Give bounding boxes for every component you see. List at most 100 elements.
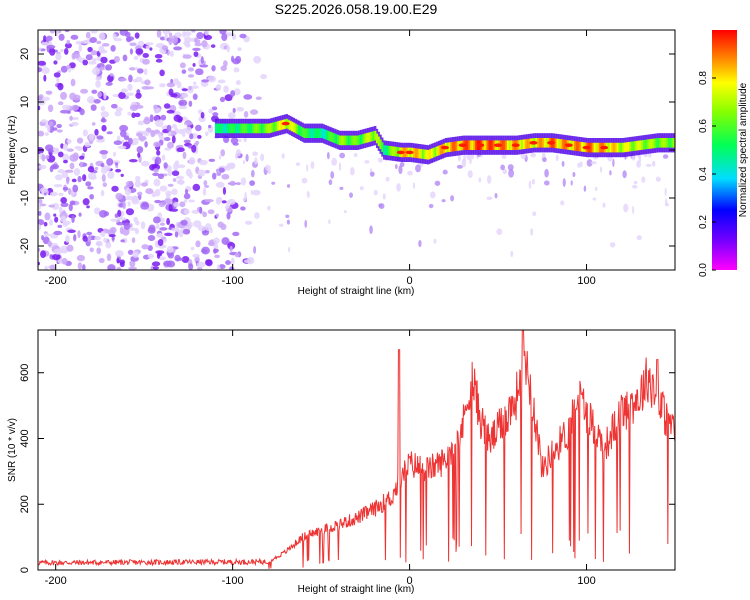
noise-blob [441, 199, 446, 203]
noise-blob [149, 47, 153, 51]
noise-blob [49, 218, 53, 226]
noise-blob [58, 192, 64, 197]
noise-blob [127, 83, 133, 91]
noise-blob [53, 72, 61, 78]
track-core-cell [328, 131, 331, 141]
noise-blob [353, 153, 358, 158]
noise-blob [144, 141, 148, 148]
noise-blob [128, 159, 138, 163]
track-core-cell [262, 123, 265, 134]
track-core-cell [575, 141, 579, 151]
noise-blob [264, 164, 271, 171]
noise-blob [137, 191, 143, 196]
track-core-cell [579, 141, 582, 152]
noise-blob [178, 105, 188, 110]
noise-blob [45, 90, 53, 95]
noise-blob [528, 180, 532, 190]
noise-blob [164, 198, 173, 204]
noise-blob [172, 111, 181, 116]
noise-blob [62, 143, 68, 151]
noise-blob [52, 127, 58, 131]
noise-blob [215, 213, 220, 218]
noise-blob [43, 74, 47, 82]
track-core-cell [321, 128, 324, 138]
noise-blob [199, 64, 209, 68]
noise-blob [135, 92, 142, 99]
noise-blob [213, 243, 219, 250]
noise-blob [115, 168, 122, 173]
noise-blob [137, 152, 141, 158]
noise-blob [135, 220, 140, 226]
noise-blob [64, 42, 72, 49]
noise-blob [87, 186, 94, 190]
noise-blob [159, 217, 165, 223]
track-core-cell [669, 138, 672, 148]
track-core-cell [384, 145, 388, 156]
track-core-cell [475, 140, 478, 150]
noise-blob [286, 219, 291, 225]
noise-blob [141, 182, 148, 187]
noise-blob [240, 177, 247, 186]
noise-blob [66, 244, 74, 252]
noise-blob [41, 96, 50, 102]
track-hotspot [396, 150, 405, 155]
colorbar-ticks: 0.0 0.2 0.4 0.6 0.8 [698, 71, 716, 277]
noise-blob [151, 261, 161, 267]
noise-blob [55, 53, 62, 61]
noise-blob [202, 230, 207, 234]
noise-blob [125, 36, 135, 41]
noise-blob [219, 96, 226, 103]
noise-blob [496, 228, 503, 235]
track-core-cell [634, 141, 637, 151]
noise-blob [211, 65, 216, 72]
noise-blob [633, 180, 638, 185]
noise-blob [542, 157, 547, 163]
noise-blob [195, 68, 204, 76]
noise-blob [531, 178, 536, 185]
track-core-cell [234, 123, 237, 134]
noise-blob [192, 62, 196, 67]
track-core-cell [425, 149, 428, 160]
track-core-cell [296, 124, 299, 135]
noise-blob [253, 55, 262, 64]
noise-blob [73, 167, 81, 176]
noise-blob [127, 249, 134, 255]
noise-blob [95, 240, 103, 247]
track-core-cell [653, 138, 656, 149]
noise-blob [245, 154, 249, 162]
noise-blob [191, 30, 196, 33]
noise-blob [622, 170, 627, 179]
noise-blob [202, 211, 207, 218]
noise-blob [132, 195, 139, 203]
noise-blob [116, 257, 120, 264]
track-core-cell [404, 147, 407, 158]
track-hotspot [476, 143, 485, 147]
noise-blob [198, 116, 206, 123]
track-core-cell [383, 145, 386, 155]
noise-blob [182, 151, 187, 160]
track-core-cell [664, 138, 667, 148]
noise-blob [102, 182, 108, 187]
noise-blob [223, 85, 229, 93]
noise-blob [181, 69, 187, 74]
x-tick-label: 0 [407, 575, 413, 587]
noise-blob [166, 245, 174, 253]
track-core-cell [306, 128, 310, 138]
track-core-cell [473, 140, 476, 150]
noise-blob [54, 174, 63, 181]
noise-blob [127, 111, 132, 116]
noise-blob [70, 116, 79, 121]
noise-blob [165, 190, 172, 197]
noise-blob [636, 235, 642, 241]
track-core-cell [250, 123, 253, 134]
noise-blob [91, 67, 101, 76]
noise-blob [196, 261, 206, 268]
noise-blob [235, 80, 241, 86]
track-core-cell [278, 120, 281, 131]
noise-blob [119, 217, 127, 221]
noise-blob [166, 109, 175, 114]
noise-blob [161, 49, 167, 55]
track-core-cell [393, 146, 396, 157]
noise-blob [96, 40, 102, 45]
